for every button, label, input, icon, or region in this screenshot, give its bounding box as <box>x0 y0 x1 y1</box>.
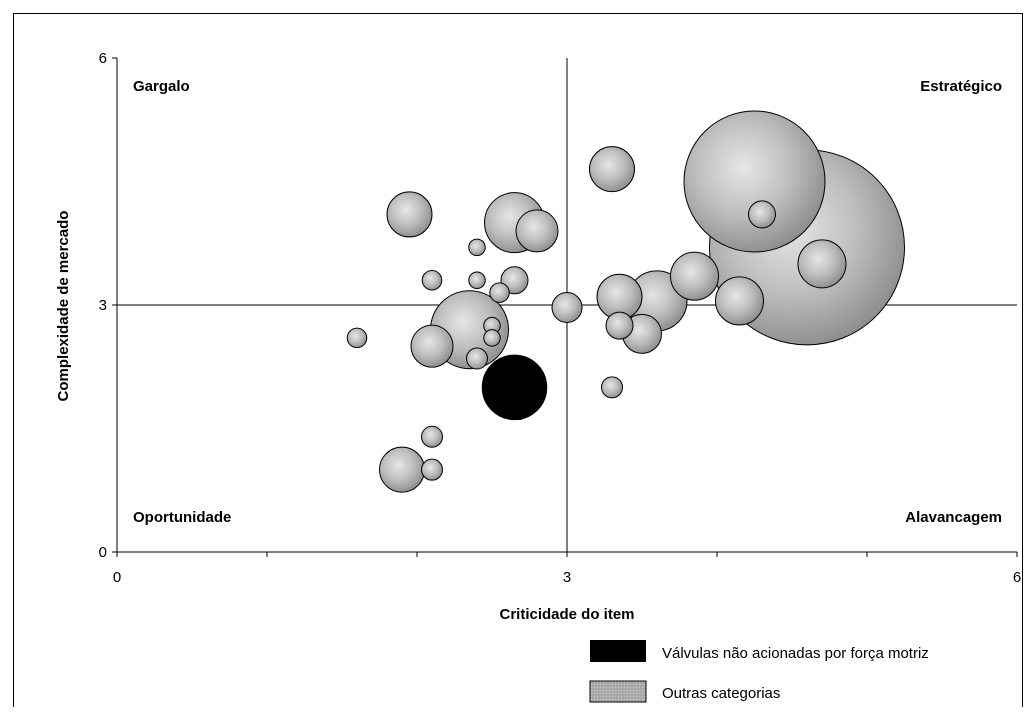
bubble-outras-categorias <box>551 291 583 323</box>
bubble-outras-categorias <box>715 276 764 326</box>
quadrant-label-oportunidade: Oportunidade <box>133 509 231 526</box>
legend: Válvulas não acionadas por força motriz … <box>589 640 929 703</box>
bubble-outras-categorias <box>605 311 634 340</box>
bubble-valvulas <box>481 354 548 421</box>
x-tick-label: 3 <box>563 569 571 586</box>
bubble-outras-categorias <box>346 327 368 349</box>
x-tick-label: 0 <box>113 569 121 586</box>
bubble-outras-categorias <box>748 200 776 229</box>
bubble-outras-categorias <box>797 239 847 289</box>
legend-swatch-outras <box>589 680 647 703</box>
quadrant-label-gargalo: Gargalo <box>133 78 190 95</box>
bubble-outras-categorias <box>483 329 501 347</box>
bubble-outras-categorias <box>468 271 486 290</box>
legend-label-outras: Outras categorias <box>662 685 780 702</box>
legend-swatch-valvulas <box>590 640 646 662</box>
bubble-outras-categorias <box>683 110 826 253</box>
bubble-outras-categorias <box>601 376 623 399</box>
bubble-outras-categorias <box>379 446 425 493</box>
x-tick-label: 6 <box>1013 569 1021 586</box>
bubble-outras-categorias <box>421 270 443 291</box>
bubble-layer <box>346 110 905 493</box>
quadrant-label-estrategico: Estratégico <box>920 78 1002 95</box>
bubble-outras-categorias <box>466 347 488 370</box>
y-tick-label: 6 <box>99 50 107 67</box>
bubble-outras-categorias <box>670 251 719 301</box>
bubble-outras-categorias <box>515 209 559 253</box>
bubble-outras-categorias <box>421 458 443 481</box>
bubble-outras-categorias <box>421 425 443 448</box>
bubble-outras-categorias <box>386 191 433 238</box>
bubble-outras-categorias <box>410 324 454 368</box>
bubble-outras-categorias <box>589 146 635 193</box>
bubble-outras-categorias <box>489 282 510 303</box>
y-axis-title: Complexidade de mercado <box>55 211 72 402</box>
quadrant-label-alavancagem: Alavancagem <box>905 509 1002 526</box>
y-tick-label: 3 <box>99 297 107 314</box>
bubble-outras-categorias <box>468 238 486 257</box>
x-axis-title: Criticidade do item <box>499 606 634 623</box>
legend-label-valvulas: Válvulas não acionadas por força motriz <box>662 645 929 662</box>
y-tick-label: 0 <box>99 544 107 561</box>
